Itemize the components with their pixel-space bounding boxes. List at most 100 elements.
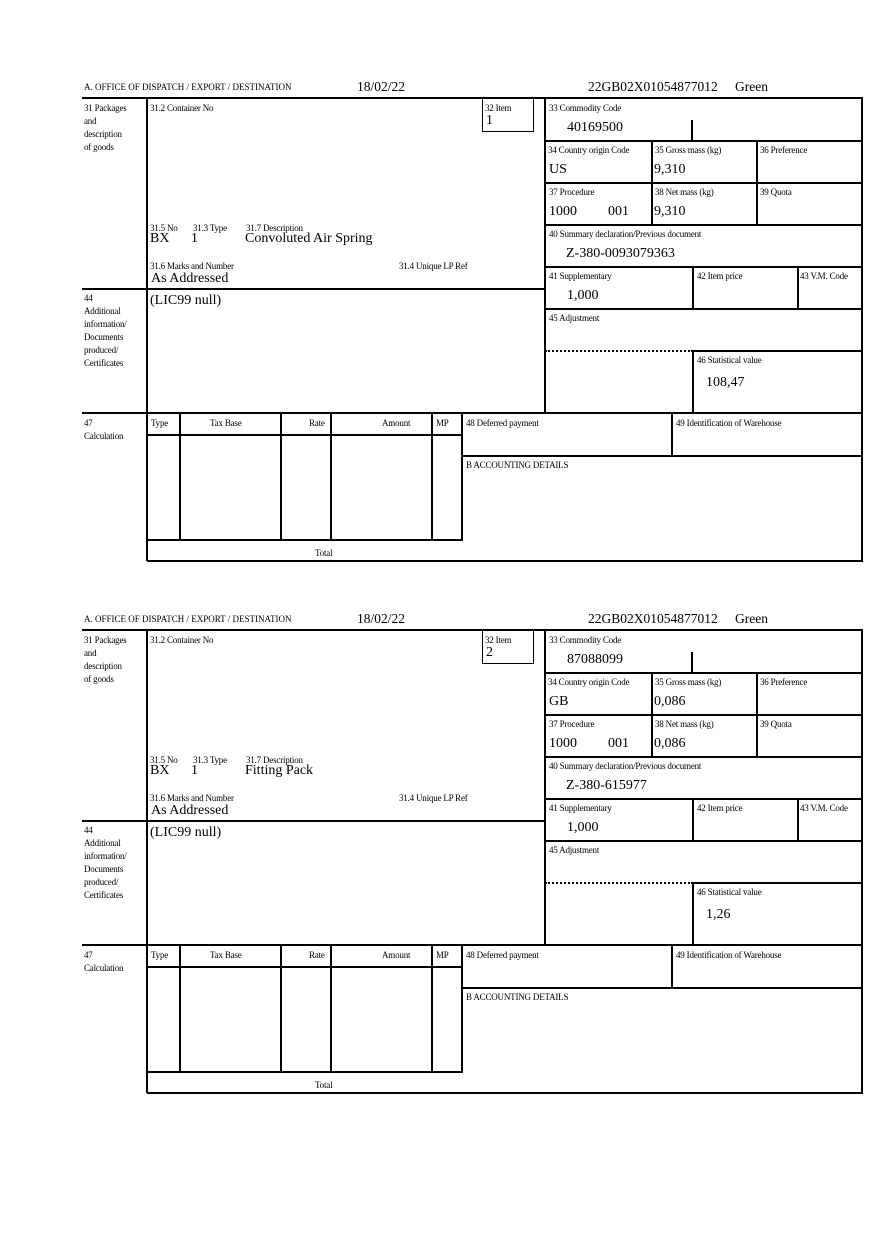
box31-label: 31 Packages xyxy=(84,103,127,113)
procedure-value: 1000 xyxy=(549,736,577,751)
adjustment-label: 45 Adjustment xyxy=(549,313,600,323)
commodity-code-value: 40169500 xyxy=(567,120,623,135)
net-mass-label: 38 Net mass (kg) xyxy=(655,187,714,197)
form-rule-horizontal xyxy=(545,266,863,268)
box31-label: of goods xyxy=(84,142,114,152)
accounting-details-label: B ACCOUNTING DETAILS xyxy=(466,460,569,470)
country-label: 34 Country origin Code xyxy=(548,677,630,687)
supplementary-value: 1,000 xyxy=(567,820,599,835)
form-rule-vertical xyxy=(692,351,694,413)
form-rule-horizontal xyxy=(545,140,863,142)
gross-mass-value: 0,086 xyxy=(654,694,686,709)
gross-mass-label: 35 Gross mass (kg) xyxy=(655,677,722,687)
country-value: GB xyxy=(549,694,569,709)
supplementary-label: 41 Supplementary xyxy=(549,271,612,281)
pkg-no-value: BX xyxy=(150,763,170,778)
procedure-label: 37 Procedure xyxy=(549,187,595,197)
warehouse-label: 49 Identification of Warehouse xyxy=(676,950,782,960)
calc-col-type: Type xyxy=(151,950,169,960)
declaration-date: 18/02/22 xyxy=(357,79,406,94)
box47-label: 47 xyxy=(84,418,93,428)
form-rule-horizontal xyxy=(693,350,863,352)
supplementary-label: 41 Supplementary xyxy=(549,803,612,813)
form-rule-vertical xyxy=(280,945,282,1072)
box31-label: description xyxy=(84,661,122,671)
calc-col-rate: Rate xyxy=(309,418,325,428)
warehouse-label: 49 Identification of Warehouse xyxy=(676,418,782,428)
form-rule-vertical xyxy=(797,267,799,309)
marks-value: As Addressed xyxy=(151,271,229,286)
box47-label: Calculation xyxy=(84,963,124,973)
net-mass-value: 9,310 xyxy=(654,204,686,219)
form-rule-vertical xyxy=(651,673,653,757)
unique-ref-label: 31.4 Unique LP Ref xyxy=(399,793,468,803)
statistical-value: 1,26 xyxy=(706,907,731,922)
form-rule-vertical xyxy=(330,945,332,1072)
description-value: Fitting Pack xyxy=(245,763,314,778)
box44-label: 44 xyxy=(84,825,93,835)
total-label: Total xyxy=(315,1080,333,1090)
box47-label: 47 xyxy=(84,950,93,960)
calc-col-tax-base: Tax Base xyxy=(210,950,242,960)
deferred-payment-label: 48 Deferred payment xyxy=(466,418,539,428)
item-price-label: 42 Item price xyxy=(697,803,743,813)
description-value: Convoluted Air Spring xyxy=(245,231,373,246)
form-rule-vertical xyxy=(671,413,673,456)
form-rule-horizontal xyxy=(147,966,463,968)
form-rule-horizontal xyxy=(545,798,863,800)
calc-col-rate: Rate xyxy=(309,950,325,960)
deferred-payment-label: 48 Deferred payment xyxy=(466,950,539,960)
box44-label: Additional xyxy=(84,306,121,316)
box47-label: Calculation xyxy=(84,431,124,441)
additional-info-value: (LIC99 null) xyxy=(150,293,222,308)
form-rule-vertical xyxy=(544,630,546,945)
description-label: 31.7 Description xyxy=(246,223,303,233)
item-number-box xyxy=(482,630,534,664)
procedure-label: 37 Procedure xyxy=(549,719,595,729)
summary-doc-label: 40 Summary declaration/Previous document xyxy=(549,761,702,771)
item-number-box xyxy=(482,98,534,132)
pkg-no-label: 31.5 No xyxy=(150,755,178,765)
form-rule-horizontal xyxy=(462,987,863,989)
preference-label: 36 Preference xyxy=(760,145,808,155)
form-rule-horizontal xyxy=(147,1071,463,1073)
dotted-separator xyxy=(545,882,693,884)
form-rule-vertical xyxy=(671,945,673,988)
commodity-code-label: 33 Commodity Code xyxy=(549,103,622,113)
statistical-value: 108,47 xyxy=(706,375,745,390)
calc-col-mp: MP xyxy=(436,418,449,428)
procedure-value: 1000 xyxy=(549,204,577,219)
description-label: 31.7 Description xyxy=(246,755,303,765)
form-rule-vertical xyxy=(861,98,863,561)
box44-label: Documents xyxy=(84,332,124,342)
adjustment-label: 45 Adjustment xyxy=(549,845,600,855)
form-rule-vertical xyxy=(146,630,148,1093)
form-rule-horizontal xyxy=(545,756,863,758)
vm-code-label: 43 V.M. Code xyxy=(800,803,848,813)
box44-label: Additional xyxy=(84,838,121,848)
form-rule-horizontal xyxy=(545,182,863,184)
form-rule-horizontal xyxy=(82,820,546,822)
form-rule-vertical xyxy=(692,799,694,841)
form-rule-horizontal xyxy=(147,1092,863,1094)
form-rule-horizontal xyxy=(82,288,546,290)
box44-label: produced/ xyxy=(84,877,119,887)
pkg-type-label: 31.3 Type xyxy=(193,223,227,233)
marks-value: As Addressed xyxy=(151,803,229,818)
calc-col-amount: Amount xyxy=(382,418,411,428)
box44-label: Documents xyxy=(84,864,124,874)
office-heading: A. OFFICE OF DISPATCH / EXPORT / DESTINA… xyxy=(84,614,292,624)
form-rule-horizontal xyxy=(82,97,863,99)
quota-label: 39 Quota xyxy=(760,187,792,197)
form-rule-horizontal xyxy=(545,840,863,842)
form-rule-vertical xyxy=(797,799,799,841)
dotted-separator xyxy=(544,351,546,413)
form-rule-vertical xyxy=(179,413,181,540)
pkg-no-label: 31.5 No xyxy=(150,223,178,233)
procedure-extra-value: 001 xyxy=(608,736,629,751)
form-rule-vertical xyxy=(861,630,863,1093)
form-rule-vertical xyxy=(280,413,282,540)
form-rule-vertical xyxy=(146,98,148,561)
container-no-label: 31.2 Container No xyxy=(150,635,214,645)
declaration-reference: 22GB02X01054877012 xyxy=(588,611,718,626)
